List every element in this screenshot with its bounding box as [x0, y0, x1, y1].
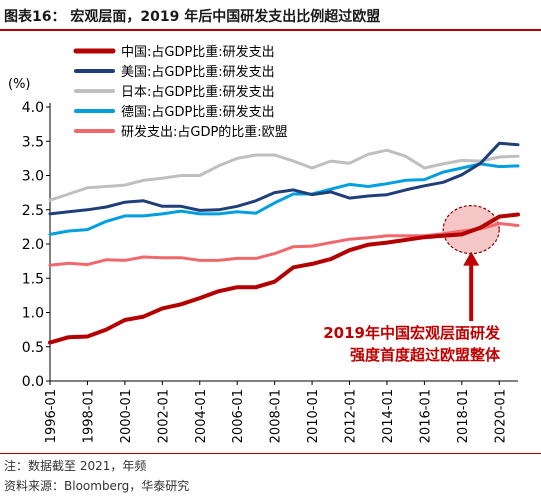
series-line	[48, 162, 520, 236]
footer-divider	[0, 453, 541, 454]
annotation-line-2: 强度首度超过欧盟整体	[350, 346, 501, 364]
chart-header: 图表16： 宏观层面，2019 年后中国研发支出比例超过欧盟	[0, 0, 541, 31]
x-tick-label: 2014-01	[381, 389, 396, 443]
x-tick-label: 2006-01	[231, 389, 246, 443]
y-tick-label: 4.0	[22, 100, 44, 116]
x-tick-label: 2000-01	[119, 389, 134, 443]
series-line	[48, 148, 520, 202]
x-tick-label: 2012-01	[344, 389, 359, 443]
annotation-arrow-head	[463, 251, 480, 266]
x-tick-label: 2020-01	[493, 389, 508, 443]
legend-label: 德国:占GDP比重:研发支出	[121, 104, 275, 120]
x-tick-label: 1998-01	[81, 389, 96, 443]
y-tick-label: 3.5	[22, 134, 44, 150]
y-tick-label: 0.5	[22, 340, 44, 356]
title-divider	[0, 29, 541, 31]
x-tick-label: 2016-01	[418, 389, 433, 443]
y-tick-label: 3.0	[22, 169, 44, 185]
series-line	[48, 141, 520, 216]
x-tick-label: 2010-01	[306, 389, 321, 443]
source-note: 资料来源：Bloomberg，华泰研究	[4, 479, 190, 493]
line-chart: (%) 0.0 0.5 1.0 1.5 2.0 2.5 3.0 3.5 4.0 1996-01 199…	[8, 44, 520, 443]
x-tick-label: 2004-01	[194, 389, 209, 443]
data-note: 注：数据截至 2021，年频	[4, 459, 147, 473]
y-tick-label: 2.0	[22, 237, 44, 253]
y-tick-label: 2.5	[22, 203, 44, 219]
y-tick-label: 1.5	[22, 271, 44, 287]
x-tick-label: 1996-01	[44, 389, 59, 443]
series-line	[48, 212, 520, 345]
y-tick-label: 0.0	[22, 374, 44, 390]
y-tick-label: 1.0	[22, 306, 44, 322]
x-tick-label: 2018-01	[456, 389, 471, 443]
legend-label: 日本:占GDP比重:研发支出	[121, 84, 275, 100]
legend-label: 研发支出:占GDP的比重:欧盟	[121, 124, 288, 140]
annotation-line-1: 2019年中国宏观层面研发	[323, 324, 501, 342]
chart-title: 图表16： 宏观层面，2019 年后中国研发支出比例超过欧盟	[4, 9, 381, 25]
x-tick-label: 2002-01	[156, 389, 171, 443]
legend-label: 中国:占GDP比重:研发支出	[121, 44, 275, 60]
legend-label: 美国:占GDP比重:研发支出	[121, 64, 275, 80]
x-tick-label: 2008-01	[269, 389, 284, 443]
y-axis-unit-label: (%)	[8, 77, 31, 92]
